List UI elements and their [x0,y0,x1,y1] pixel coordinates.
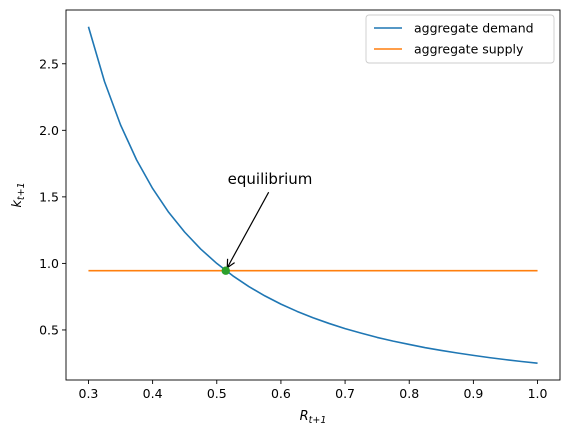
x-tick-label: 0.4 [143,386,163,401]
x-axis-ticks: 0.3 0.4 0.5 0.6 0.7 0.8 0.9 1.0 [79,380,548,401]
y-axis-ticks: 0.5 1.0 1.5 2.0 2.5 [39,56,66,337]
legend-box [365,14,555,64]
y-tick-label: 1.0 [39,256,59,271]
plot-frame [65,9,561,381]
x-tick-label: 0.9 [463,386,483,401]
y-tick-label: 2.0 [39,123,59,138]
y-tick-label: 0.5 [39,322,59,337]
legend: aggregate demand aggregate supply [365,14,555,64]
x-tick-label: 0.3 [79,386,99,401]
x-tick-label: 0.5 [207,386,227,401]
x-tick-label: 0.8 [399,386,419,401]
series-layer [87,26,538,365]
series-line-aggregate-demand [87,26,538,365]
legend-entry-aggregate-demand: aggregate demand [414,21,534,36]
equilibrium-point [221,266,230,275]
x-tick-label: 1.0 [528,386,548,401]
legend-entry-aggregate-supply: aggregate supply [414,42,524,57]
annotation-text: equilibrium [228,170,313,188]
y-tick-label: 2.5 [39,56,59,71]
x-axis-label: Rt+1 [300,409,327,426]
x-tick-label: 0.7 [335,386,355,401]
y-tick-label: 1.5 [39,189,59,204]
y-axis-label: kt+1 [10,182,27,207]
x-tick-label: 0.6 [271,386,291,401]
annotation-arrow [227,191,270,268]
annotation: equilibrium [227,170,312,268]
